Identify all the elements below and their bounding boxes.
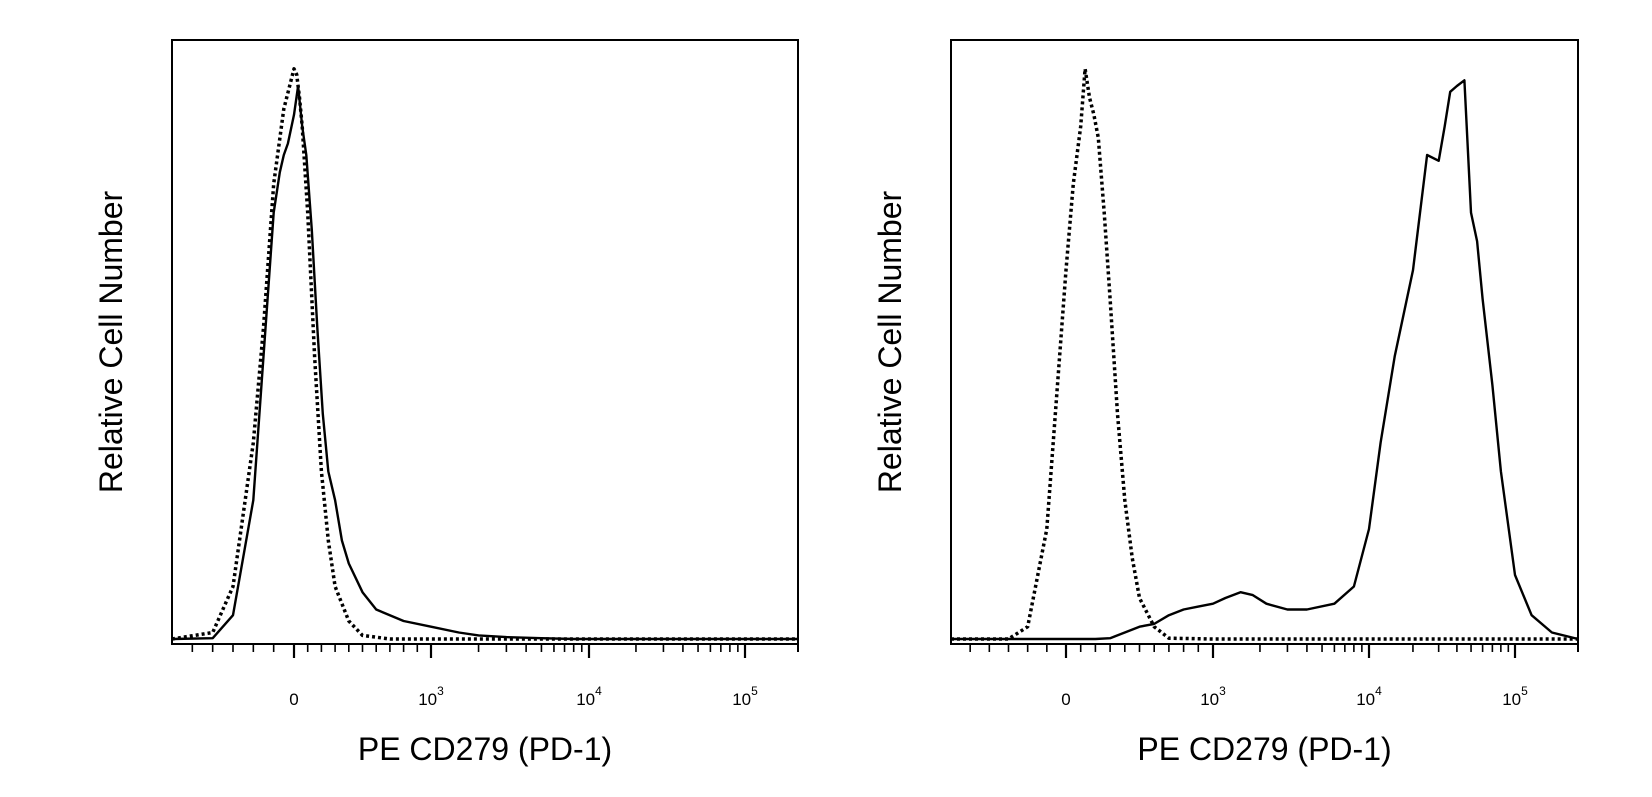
x-tick-label-base: 10	[1200, 690, 1219, 709]
x-axis-title: PE CD279 (PD-1)	[358, 731, 612, 767]
x-tick-label-exponent: 3	[437, 684, 444, 698]
x-tick-label-base: 10	[732, 690, 751, 709]
x-tick-label-base: 10	[576, 690, 595, 709]
x-tick-label: 0	[1061, 690, 1070, 709]
x-tick-label: 103	[1200, 684, 1226, 709]
x-axis-ticks	[191, 644, 799, 658]
x-tick-label-exponent: 5	[751, 684, 758, 698]
x-tick-label: 105	[1502, 684, 1528, 709]
stained-sample-curve	[951, 79, 1579, 641]
x-tick-label-base: 10	[1356, 690, 1375, 709]
y-axis-title: Relative Cell Number	[93, 190, 129, 493]
stained-sample-curve	[171, 84, 798, 641]
x-tick-label-exponent: 4	[1375, 684, 1382, 698]
x-tick-label-exponent: 5	[1521, 684, 1528, 698]
x-tick-label-exponent: 4	[595, 684, 602, 698]
x-tick-label-base: 10	[418, 690, 437, 709]
x-tick-label: 0	[289, 690, 298, 709]
isotype-control-curve	[171, 67, 798, 641]
isotype-control-curve	[951, 67, 1578, 641]
x-tick-label: 103	[418, 684, 444, 709]
x-tick-label-exponent: 3	[1219, 684, 1226, 698]
x-tick-label: 104	[576, 684, 602, 709]
plot-frame	[950, 39, 1579, 645]
x-tick-label-base: 0	[1061, 690, 1070, 709]
x-tick-label: 105	[732, 684, 758, 709]
x-tick-label: 104	[1356, 684, 1382, 709]
x-axis-ticks	[969, 644, 1579, 658]
x-tick-label-base: 0	[289, 690, 298, 709]
plot-frame	[171, 39, 799, 645]
x-tick-label-base: 10	[1502, 690, 1521, 709]
x-axis-title: PE CD279 (PD-1)	[1137, 731, 1391, 767]
y-axis-title: Relative Cell Number	[872, 190, 908, 493]
